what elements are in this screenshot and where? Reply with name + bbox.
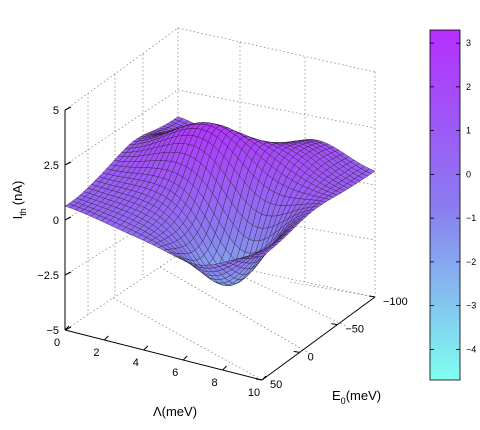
y-axis-ticks: −100 −50 0 50 <box>256 296 408 391</box>
colorbar-tick-label: −2 <box>466 257 476 267</box>
y-tick-label: −100 <box>383 296 408 308</box>
y-tick-label: −50 <box>345 324 364 336</box>
y-tick-mark <box>294 351 300 352</box>
colorbar-tick-label: 2 <box>466 82 471 92</box>
z-tick-label: 5 <box>53 105 59 117</box>
colorbar-tick-label: −3 <box>466 301 476 311</box>
x-tick-mark <box>144 346 148 350</box>
z-tick-label: 0 <box>53 215 59 227</box>
y-tick-mark <box>369 296 375 297</box>
x-tick-label: 0 <box>54 337 60 349</box>
z-axis-label-sub: th <box>18 208 28 216</box>
colorbar-tick-label: −1 <box>466 213 476 223</box>
colorbar <box>430 30 460 380</box>
z-tick-label: −2.5 <box>37 270 59 282</box>
z-axis-label: Ith(nA) <box>10 181 28 220</box>
x-axis-ticks: 0 2 4 6 8 10 <box>54 326 266 399</box>
z-tick-label: 2.5 <box>44 160 59 172</box>
y-axis-label: E0(meV) <box>332 388 381 406</box>
y-tick-label: 0 <box>308 351 314 363</box>
x-tick-mark <box>104 336 108 340</box>
x-tick-label: 2 <box>93 347 99 359</box>
colorbar-tick-label: 0 <box>466 169 471 179</box>
y-tick-mark <box>331 324 337 325</box>
z-tick-mark <box>65 107 71 110</box>
z-axis-ticks: 5 2.5 0 −2.5 −5 <box>37 105 71 337</box>
x-tick-mark <box>183 356 187 360</box>
x-tick-label: 4 <box>133 357 139 369</box>
surface <box>65 117 375 286</box>
x-axis-label: Λ(meV) <box>153 404 197 419</box>
colorbar-tick-label: 3 <box>466 38 471 48</box>
z-tick-mark <box>65 272 71 275</box>
colorbar-tick-label: −4 <box>466 344 476 354</box>
z-tick-mark <box>65 162 71 165</box>
x-tick-mark <box>223 366 227 370</box>
colorbar-tick-label: 1 <box>466 126 471 136</box>
z-tick-mark <box>65 217 71 220</box>
y-tick-label: 50 <box>270 379 282 391</box>
x-tick-label: 10 <box>248 387 260 399</box>
x-tick-label: 8 <box>212 377 218 389</box>
x-tick-label: 6 <box>172 367 178 379</box>
z-tick-label: −5 <box>46 325 59 337</box>
